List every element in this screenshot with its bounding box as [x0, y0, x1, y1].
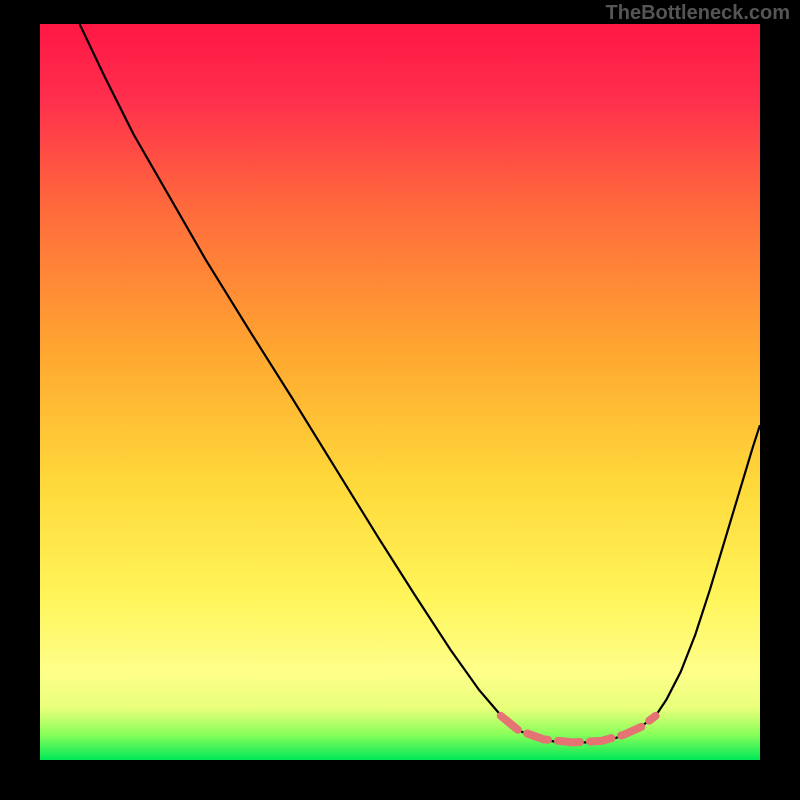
- plot-area: [40, 24, 760, 760]
- gradient-background: [40, 24, 760, 760]
- chart-svg: [40, 24, 760, 760]
- watermark-text: TheBottleneck.com: [606, 2, 790, 25]
- chart-container: TheBottleneck.com: [0, 0, 800, 800]
